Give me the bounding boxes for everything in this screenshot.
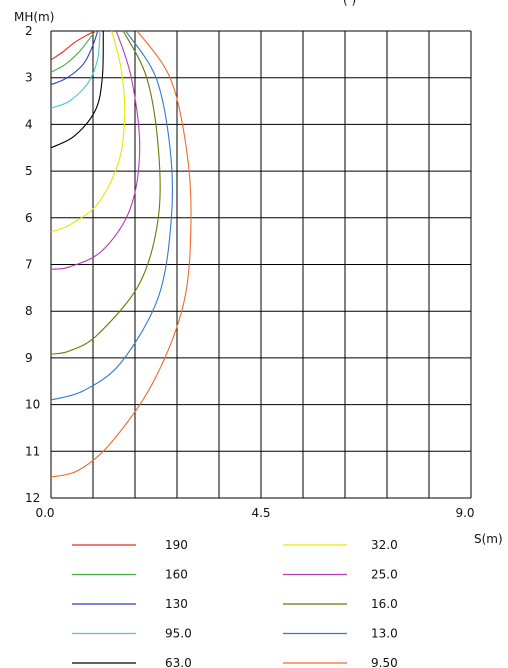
y-tick-label: 11 (25, 444, 40, 458)
y-axis-label: MH(m) (14, 10, 54, 24)
x-tick-label: 9.0 (455, 506, 474, 520)
y-tick-label: 7 (25, 258, 33, 272)
y-tick-label: 8 (25, 304, 33, 318)
legend-label: 130 (165, 597, 188, 611)
x-tick-label: 4.5 (251, 506, 270, 520)
curve-9-50 (50, 30, 192, 478)
y-tick-label: 3 (25, 71, 33, 85)
y-tick-label: 10 (25, 398, 40, 412)
curve-32-0 (50, 30, 126, 233)
x-tick-labels: 0.0 4.5 9.0 (35, 506, 474, 520)
y-tick-label: 5 (25, 164, 33, 178)
y-tick-label: 2 (25, 24, 33, 38)
legend-label: 63.0 (165, 656, 192, 668)
curve-95-0 (50, 30, 101, 109)
y-tick-label: 9 (25, 351, 33, 365)
legend: 190 160 130 95.0 63.0 32.0 25.0 16.0 13.0 9.50 (72, 538, 398, 668)
legend-label: 160 (165, 568, 188, 582)
legend-label: 13.0 (371, 627, 398, 641)
curve-130 (50, 30, 99, 86)
y-tick-label: 6 (25, 211, 33, 225)
grid (50, 30, 472, 499)
x-axis-label: S(m) (474, 532, 503, 546)
curves (50, 30, 192, 478)
curve-13-0 (50, 30, 174, 401)
legend-label: 25.0 (371, 568, 398, 582)
curve-16-0 (50, 30, 161, 355)
x-tick-label: 0.0 (35, 506, 54, 520)
legend-label: 16.0 (371, 597, 398, 611)
curve-25-0 (50, 30, 141, 270)
y-tick-label: 12 (25, 491, 40, 505)
legend-label: 190 (165, 538, 188, 552)
top-right-text: ( ) (343, 0, 356, 7)
legend-label: 9.50 (371, 656, 398, 668)
y-tick-labels: 2 3 4 5 6 7 8 9 10 11 12 (25, 24, 40, 505)
y-tick-label: 4 (25, 117, 33, 131)
legend-label: 95.0 (165, 627, 192, 641)
curve-63-0 (50, 30, 104, 149)
curve-190 (50, 30, 96, 61)
curve-160 (50, 30, 96, 73)
legend-label: 32.0 (371, 538, 398, 552)
